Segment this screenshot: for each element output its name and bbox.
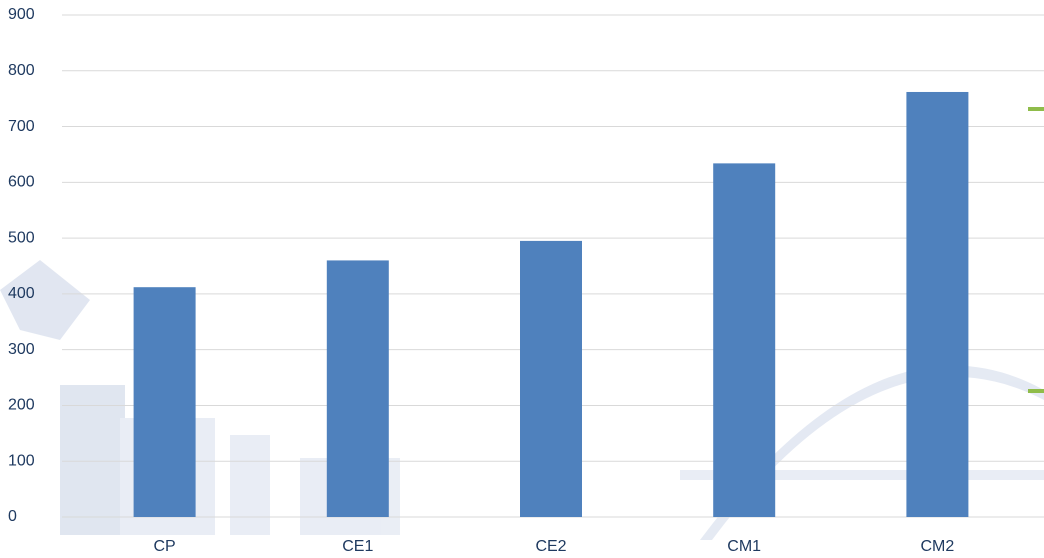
bar [906, 91, 969, 518]
y-tick-label: 300 [8, 341, 35, 358]
y-tick-label: 0 [8, 508, 17, 525]
x-tick-label: CP [153, 538, 175, 555]
y-tick-label: 200 [8, 397, 35, 414]
bar [520, 240, 582, 517]
y-tick-label: 500 [8, 229, 35, 246]
x-tick-label: CM1 [727, 538, 761, 555]
bar [326, 260, 389, 517]
bar [713, 163, 776, 517]
x-tick-label: CM2 [921, 538, 955, 555]
y-tick-label: 400 [8, 285, 35, 302]
y-tick-label: 800 [8, 62, 35, 79]
x-tick-label: CE2 [535, 538, 566, 555]
bar [133, 287, 196, 517]
y-tick-label: 600 [8, 174, 35, 191]
y-tick-label: 700 [8, 118, 35, 135]
y-tick-label: 100 [8, 452, 35, 469]
x-tick-label: CE1 [342, 538, 373, 555]
y-tick-label: 900 [8, 6, 35, 23]
